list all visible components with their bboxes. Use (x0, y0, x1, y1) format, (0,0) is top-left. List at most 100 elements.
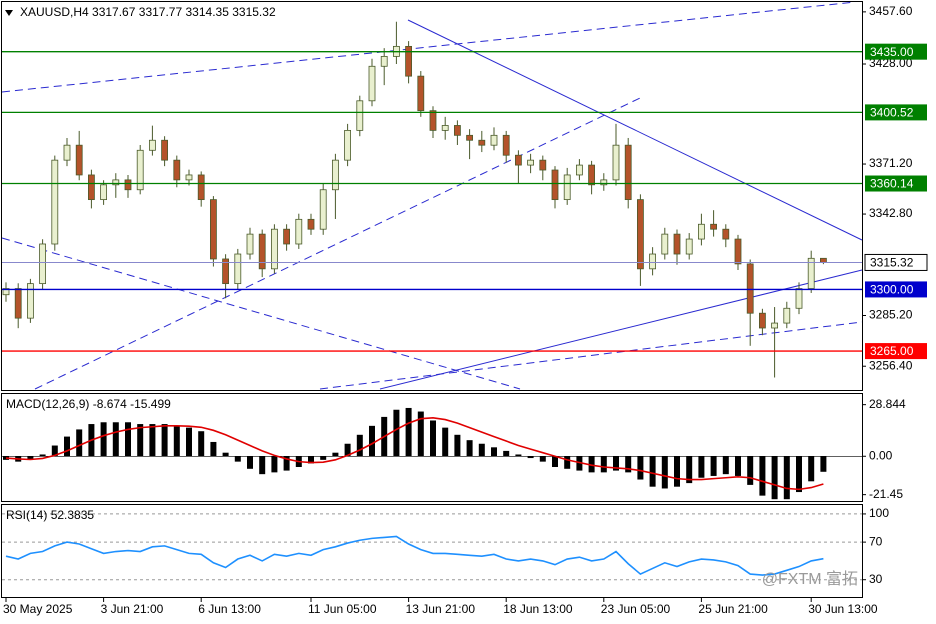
current-price-label: 3315.32 (870, 256, 914, 270)
close: 3315.32 (232, 5, 276, 19)
candle-body (637, 199, 644, 270)
macd-bar (271, 456, 278, 473)
macd-header: MACD(12,26,9) -8.674 -15.499 (6, 397, 171, 411)
x-tick-label: 25 Jun 21:00 (698, 602, 768, 616)
candle-body (283, 228, 291, 245)
candle-body (820, 257, 827, 263)
macd-bar (759, 456, 766, 496)
candle-body (405, 45, 413, 77)
main-panel (1, 1, 863, 391)
y-tick-label: 0.00 (869, 448, 893, 462)
candle-body (75, 144, 83, 176)
macd-bar (503, 450, 510, 457)
macd-bar (76, 429, 83, 457)
x-tick-label: 3 Jun 21:00 (101, 602, 164, 616)
candle-body (136, 149, 144, 191)
macd-bar (539, 456, 546, 462)
macd-bar (515, 454, 522, 457)
rsi-value: 52.3835 (51, 508, 95, 522)
trend-line (407, 19, 863, 241)
candle-body (344, 129, 352, 161)
candle-body (563, 174, 571, 201)
x-tick-label: 13 Jun 21:00 (406, 602, 476, 616)
y-tick-label: 3457.60 (869, 4, 913, 18)
candle-body (685, 238, 693, 255)
level-label: 3360.14 (870, 177, 914, 191)
macd-bar (137, 424, 144, 457)
candle-body (39, 243, 46, 285)
level-label: 3400.52 (870, 106, 914, 120)
candle-body (173, 159, 181, 181)
candle-body (759, 312, 766, 329)
candle-body (600, 179, 608, 186)
macd-bar (64, 436, 70, 457)
candle-body (234, 253, 242, 285)
candle-body (734, 238, 742, 265)
macd-bar (344, 443, 351, 457)
candle-body (576, 164, 583, 176)
candle-body (197, 174, 205, 201)
macd-bar (552, 456, 558, 468)
y-tick-label: 100 (869, 506, 889, 520)
macd-bar (405, 407, 412, 457)
macd-bar (417, 411, 424, 457)
macd-bar (3, 456, 9, 460)
plot-layer: 3457.60 3428.00 3371.20 3342.80 3285.20 3256.… (2, 4, 928, 616)
candle-body (100, 184, 107, 201)
macd-bar (454, 434, 461, 457)
macd-bar (332, 452, 339, 457)
candle-body (429, 110, 437, 131)
candle-body (502, 134, 510, 156)
macd-bar (173, 425, 180, 457)
candle-body (368, 65, 376, 102)
macd-bar (259, 456, 266, 475)
candle-body (258, 233, 266, 270)
candle-body (246, 233, 254, 255)
current-price-tag (864, 253, 928, 271)
candle-body (490, 134, 498, 146)
macd-bar (369, 425, 375, 457)
candle-body (478, 139, 486, 146)
macd-bar (576, 456, 583, 471)
macd-bar (234, 456, 241, 462)
candle-body (124, 179, 132, 191)
candle-body (14, 288, 22, 319)
candle-body (771, 322, 778, 329)
candle-body (698, 223, 705, 240)
macd-bar (527, 456, 534, 459)
trend-line (319, 321, 863, 390)
macd-bar (564, 456, 571, 469)
x-tick-label: 18 Jun 13:00 (503, 602, 573, 616)
macd-bar (698, 456, 705, 478)
level-label: 3435.00 (870, 45, 914, 59)
candle-body (612, 144, 620, 181)
x-tick-label: 11 Jun 05:00 (308, 602, 377, 616)
x-tick-label: 6 Jun 13:00 (198, 602, 261, 616)
rsi-header: RSI(14) 52.3835 (6, 508, 94, 522)
candle-body (746, 263, 754, 314)
candle-body (551, 169, 559, 201)
symbol: XAUUSD,H4 (20, 5, 89, 19)
panels (1, 1, 863, 598)
candle-body (319, 189, 327, 230)
candle-body (161, 139, 169, 161)
macd-bar (661, 456, 668, 489)
candle-body (807, 257, 815, 289)
candle-body (722, 228, 730, 240)
y-tick-label: 3371.20 (869, 156, 913, 170)
macd-bar (478, 443, 485, 457)
candle-body (51, 159, 59, 245)
candle-body (307, 218, 315, 230)
macd-bar (149, 424, 156, 457)
candle-body (270, 228, 278, 270)
candle-body (661, 233, 669, 255)
level-tag (865, 43, 927, 60)
channel-line (34, 97, 641, 390)
signal-value: -15.499 (130, 397, 171, 411)
macd-bar (710, 456, 717, 476)
level-tag (865, 104, 927, 121)
x-tick-label: 30 Jun 13:00 (808, 602, 878, 616)
candle-body (88, 174, 95, 201)
candle-body (295, 218, 303, 245)
macd-bar (100, 422, 107, 457)
